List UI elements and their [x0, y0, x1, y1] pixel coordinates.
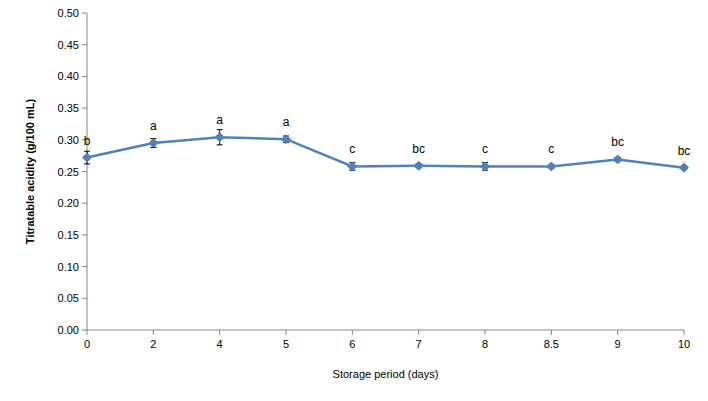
data-point	[547, 162, 556, 171]
y-tick	[82, 330, 87, 331]
annotation: c	[482, 142, 488, 156]
x-tick-label: 10	[678, 338, 690, 350]
y-tick-label: 0.45	[58, 39, 79, 51]
annotation: c	[548, 142, 554, 156]
y-tick	[82, 44, 87, 45]
annotation: bc	[611, 135, 624, 149]
x-tick	[352, 330, 353, 335]
annotation: a	[150, 119, 157, 133]
data-point	[215, 133, 224, 142]
data-point	[481, 162, 490, 171]
y-tick-label: 0.40	[58, 70, 79, 82]
data-line	[87, 137, 684, 167]
x-tick	[551, 330, 552, 335]
data-point	[414, 161, 423, 170]
x-tick-label: 7	[416, 338, 422, 350]
y-tick	[82, 76, 87, 77]
data-point	[348, 162, 357, 171]
data-point	[680, 163, 689, 172]
y-tick-label: 0.25	[58, 166, 79, 178]
y-tick	[82, 108, 87, 109]
x-axis-line	[87, 330, 684, 331]
y-tick	[82, 266, 87, 267]
data-point	[282, 135, 291, 144]
x-tick	[87, 330, 88, 335]
annotation: a	[283, 115, 290, 129]
y-tick	[82, 298, 87, 299]
x-tick-label: 5	[283, 338, 289, 350]
annotation: c	[349, 142, 355, 156]
y-tick-label: 0.15	[58, 229, 79, 241]
y-tick-label: 0.35	[58, 102, 79, 114]
x-tick-label: 9	[615, 338, 621, 350]
x-tick	[286, 330, 287, 335]
data-point	[83, 153, 92, 162]
x-tick	[617, 330, 618, 335]
y-tick	[82, 203, 87, 204]
y-tick-label: 0.00	[58, 324, 79, 336]
y-tick	[82, 13, 87, 14]
x-tick-label: 0	[84, 338, 90, 350]
y-tick	[82, 234, 87, 235]
annotation: bc	[678, 144, 691, 158]
plot-area	[83, 130, 689, 173]
annotation: a	[216, 113, 223, 127]
data-point	[149, 138, 158, 147]
annotation: b	[84, 134, 91, 148]
x-tick-label: 6	[349, 338, 355, 350]
x-tick-label: 4	[217, 338, 223, 350]
y-tick-label: 0.50	[58, 7, 79, 19]
x-tick-label: 8.5	[544, 338, 559, 350]
y-tick	[82, 171, 87, 172]
x-tick-label: 8	[482, 338, 488, 350]
chart-svg: 0.00 0.05 0.10 0.15 0.20 0.25 0.30 0.35 0.40 0.45…	[0, 0, 708, 401]
x-tick	[153, 330, 154, 335]
chart-container: 0.00 0.05 0.10 0.15 0.20 0.25 0.30 0.35 0.40 0.45…	[0, 0, 708, 401]
y-axis-title: Titratable acidity (g/100 mL)	[24, 99, 36, 245]
data-point	[613, 155, 622, 164]
y-tick-label: 0.20	[58, 197, 79, 209]
annotation: bc	[412, 142, 425, 156]
x-axis-title: Storage period (days)	[333, 368, 439, 380]
x-tick	[219, 330, 220, 335]
x-tick	[418, 330, 419, 335]
y-tick-label: 0.10	[58, 261, 79, 273]
x-tick	[684, 330, 685, 335]
x-tick	[485, 330, 486, 335]
x-tick-label: 2	[150, 338, 156, 350]
y-tick-label: 0.05	[58, 292, 79, 304]
y-tick-label: 0.30	[58, 134, 79, 146]
